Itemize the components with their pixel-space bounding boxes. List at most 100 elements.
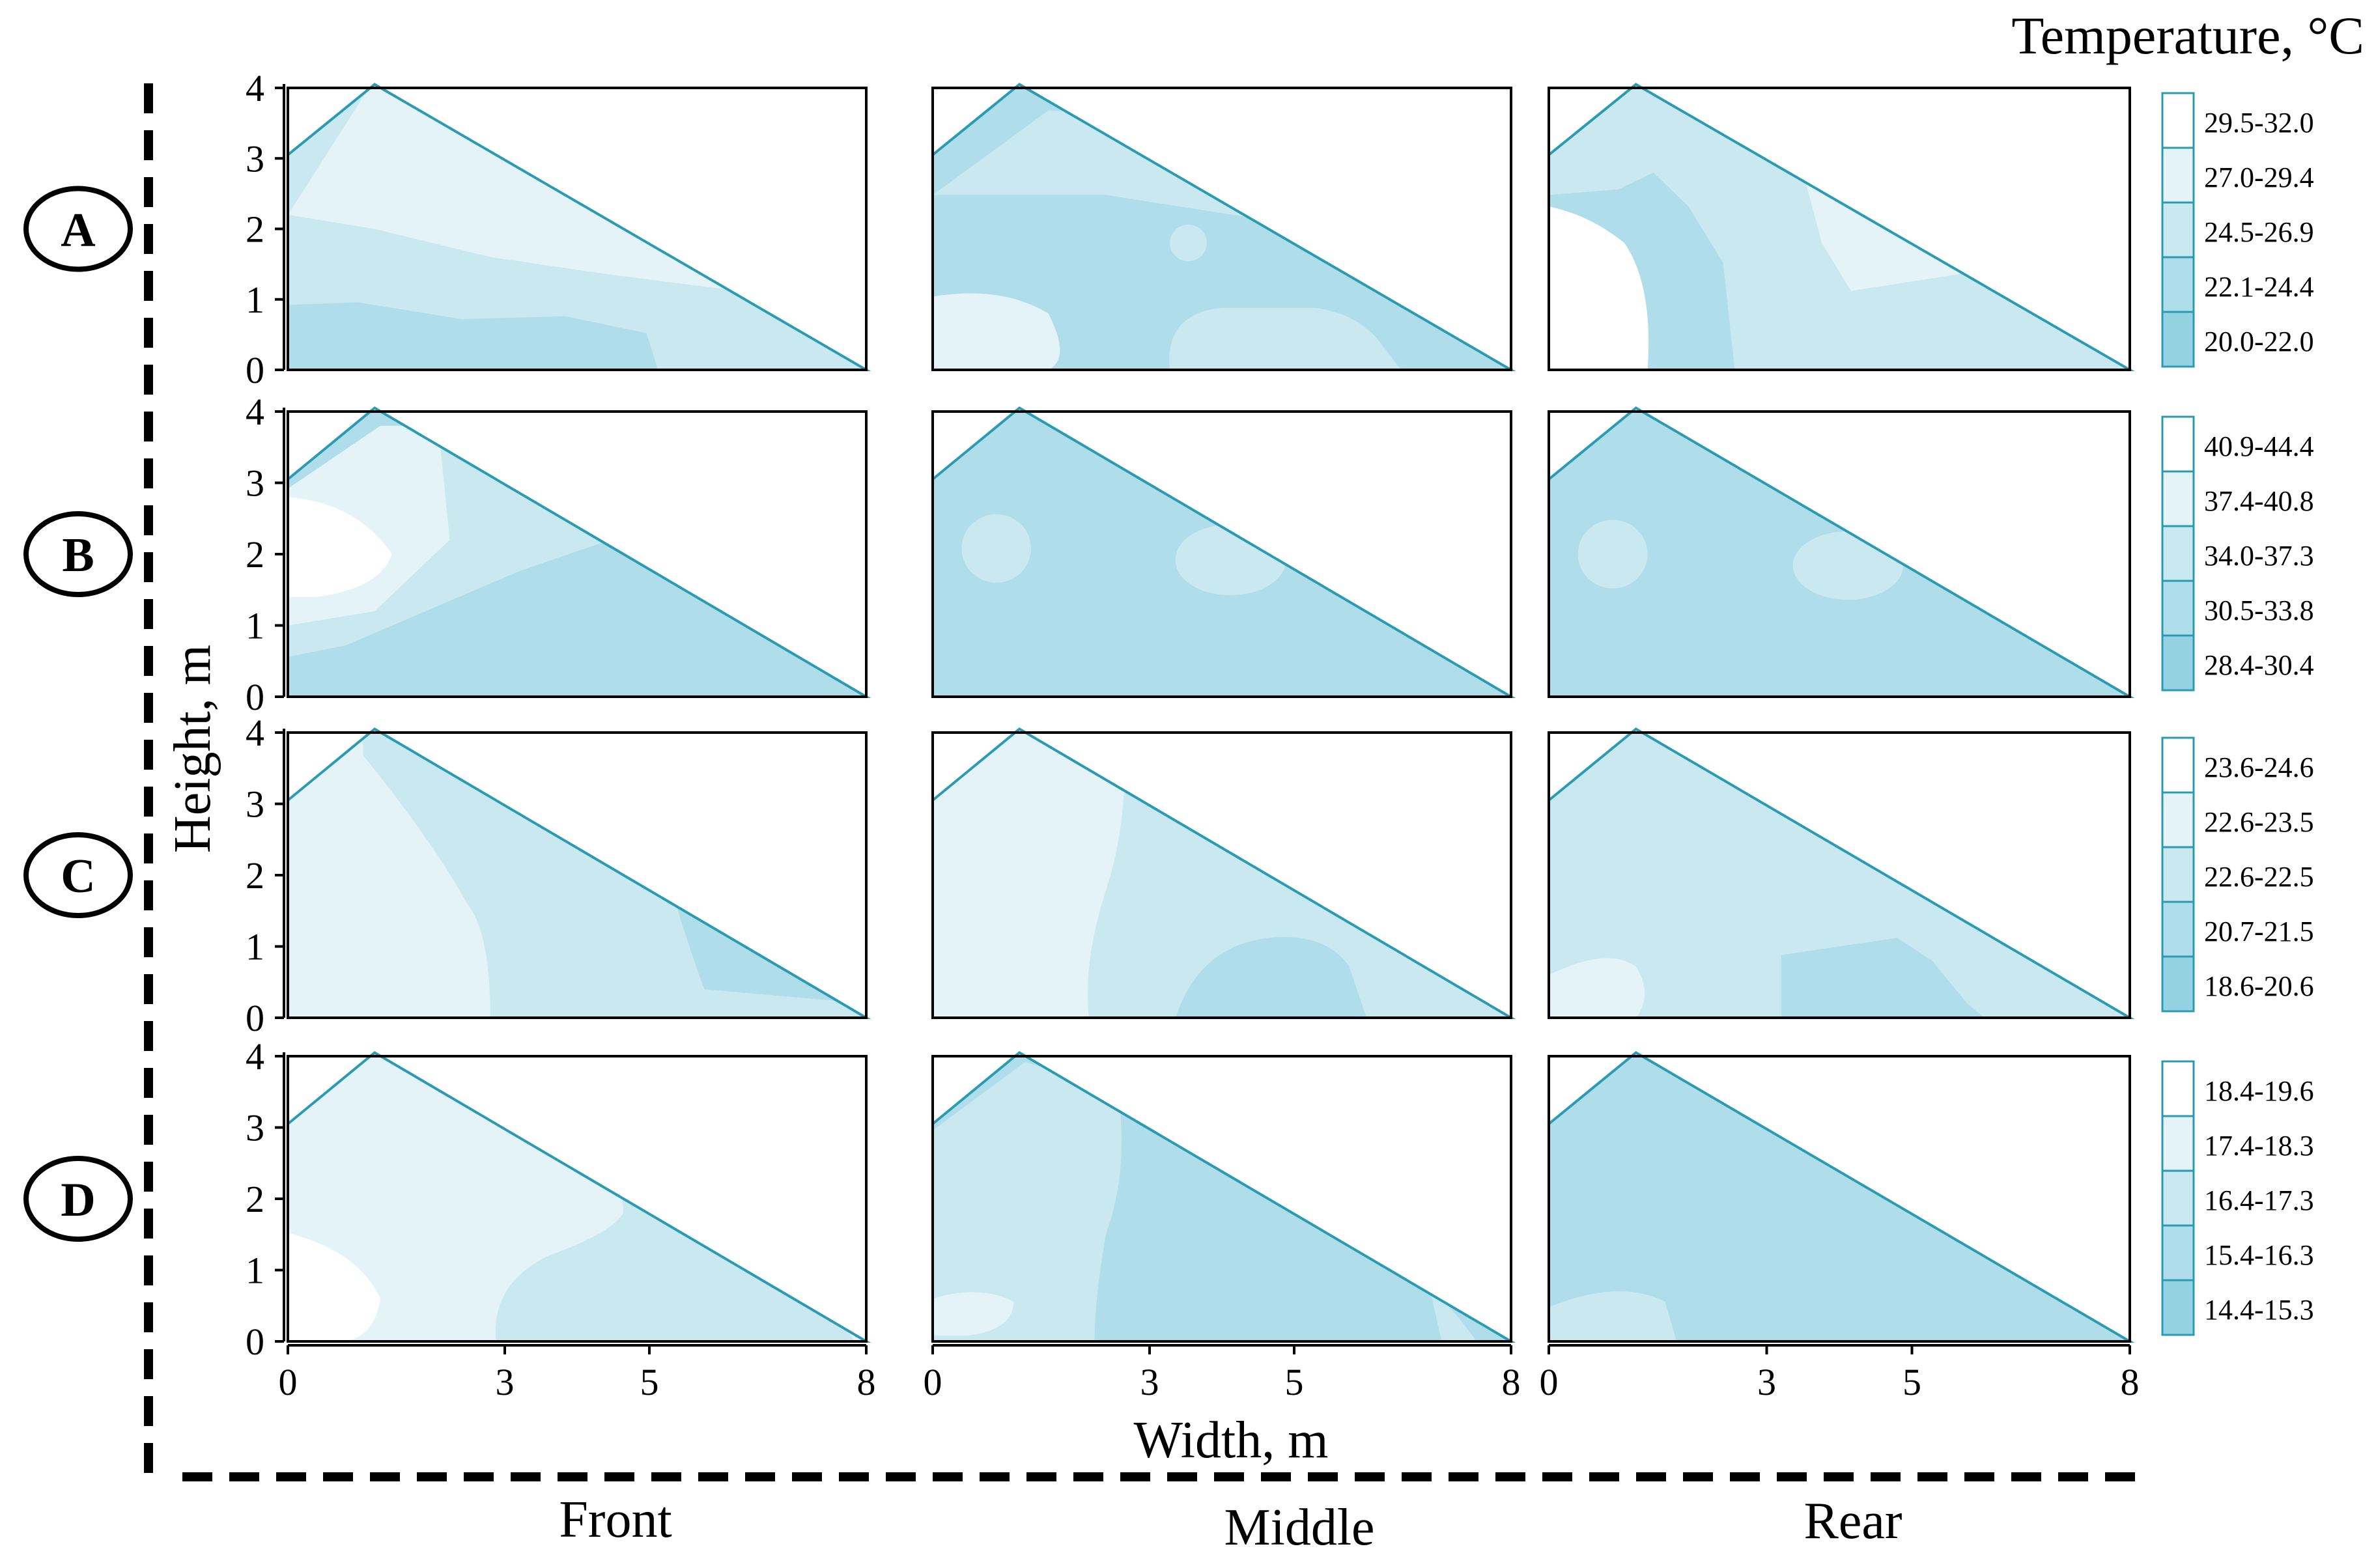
panel-border bbox=[1548, 731, 2131, 1019]
x-tick-label: 8 bbox=[2121, 1361, 2140, 1403]
legend-label: 27.0-29.4 bbox=[2204, 161, 2314, 193]
panel-border bbox=[287, 731, 868, 1019]
legend-swatch bbox=[2161, 470, 2195, 527]
y-tick-label: 1 bbox=[246, 279, 264, 321]
legend-label: 22.6-23.5 bbox=[2204, 806, 2314, 838]
contour-region bbox=[1430, 1290, 1477, 1341]
x-tick-label: 8 bbox=[857, 1361, 876, 1403]
panel-border bbox=[1548, 410, 2131, 698]
y-tick-label: 0 bbox=[246, 997, 264, 1039]
panel-a-front bbox=[287, 83, 871, 371]
contour-region bbox=[1549, 1291, 1677, 1341]
legend-label: 18.4-19.6 bbox=[2204, 1075, 2314, 1107]
legend-label: 23.6-24.6 bbox=[2204, 751, 2314, 783]
y-tick-label: 3 bbox=[246, 1107, 264, 1149]
contour-region bbox=[1169, 307, 1402, 370]
legend-swatch bbox=[2161, 634, 2195, 692]
panel-d-middle bbox=[931, 1051, 1516, 1343]
legend-label: 14.4-15.3 bbox=[2204, 1294, 2314, 1326]
row-label-circle bbox=[23, 186, 133, 272]
y-tick-label: 3 bbox=[246, 783, 264, 826]
y-tick-label: 1 bbox=[246, 926, 264, 968]
panel-border bbox=[287, 1055, 868, 1343]
column-label-front: Front bbox=[559, 1491, 672, 1548]
contour-region bbox=[961, 514, 1031, 583]
x-tick-label: 3 bbox=[496, 1361, 515, 1403]
row-label-b: B bbox=[62, 529, 94, 582]
column-label-middle: Middle bbox=[1224, 1499, 1374, 1556]
contour-fill bbox=[288, 1056, 866, 1341]
panel-a-middle bbox=[931, 83, 1516, 371]
panel-border bbox=[1548, 87, 2131, 371]
y-tick-label: 2 bbox=[246, 208, 264, 251]
panel-border bbox=[931, 410, 1512, 698]
legend-swatch bbox=[2161, 1115, 2195, 1172]
row-label-c: C bbox=[61, 850, 95, 903]
contour-fill bbox=[1549, 412, 2130, 697]
legend-label: 24.5-26.9 bbox=[2204, 216, 2314, 248]
legend-a: 29.5-32.0 27.0-29.4 24.5-26.9 22.1-24.4 20.0… bbox=[2161, 92, 2314, 368]
x-tick-label: 8 bbox=[1502, 1361, 1521, 1403]
panel-border bbox=[1548, 1055, 2131, 1343]
legend-d: 18.4-19.6 17.4-18.3 16.4-17.3 15.4-16.3 14.4… bbox=[2161, 1060, 2314, 1336]
contour-fill bbox=[933, 412, 1511, 697]
legend-swatch bbox=[2161, 901, 2195, 958]
x-tick-label: 5 bbox=[1902, 1361, 1921, 1403]
y-tick-label: 0 bbox=[246, 1321, 264, 1363]
legend-title: Temperature, °C bbox=[2011, 6, 2364, 65]
legend-swatch bbox=[2161, 415, 2195, 473]
row-label-d: D bbox=[61, 1173, 95, 1227]
x-tick-label: 0 bbox=[1540, 1361, 1559, 1403]
panel-b-middle bbox=[931, 406, 1516, 698]
y-tick-label: 1 bbox=[246, 605, 264, 647]
legend-label: 29.5-32.0 bbox=[2204, 107, 2314, 139]
legend-swatch bbox=[2161, 311, 2195, 368]
legend-label: 30.5-33.8 bbox=[2204, 595, 2314, 626]
y-tick-label: 3 bbox=[246, 137, 264, 180]
contour-region bbox=[933, 733, 1125, 1018]
panel-b-front bbox=[287, 406, 871, 698]
contour-region bbox=[1792, 531, 1904, 600]
contour-panels bbox=[287, 83, 2135, 1343]
legend-swatch bbox=[2161, 736, 2195, 794]
legend-swatch bbox=[2161, 955, 2195, 1013]
legend-swatch bbox=[2161, 525, 2195, 582]
contour-region bbox=[1549, 206, 1651, 370]
contour-region bbox=[288, 302, 658, 370]
x-axis-label: Width, m bbox=[1134, 1412, 1329, 1469]
legend-swatch bbox=[2161, 1279, 2195, 1336]
contour-region bbox=[1549, 172, 1735, 370]
panel-c-front bbox=[287, 727, 871, 1019]
contour-fill bbox=[288, 733, 866, 1018]
legend-label: 17.4-18.3 bbox=[2204, 1130, 2314, 1162]
contour-fill bbox=[933, 88, 1511, 370]
legend-swatch bbox=[2161, 1169, 2195, 1227]
y-tick-label: 4 bbox=[246, 1035, 264, 1078]
legend-swatch bbox=[2161, 580, 2195, 637]
legend-label: 37.4-40.8 bbox=[2204, 485, 2314, 517]
x-tick-label: 0 bbox=[279, 1361, 298, 1403]
contour-region bbox=[1577, 520, 1648, 589]
legend-swatch bbox=[2161, 1060, 2195, 1117]
contour-region bbox=[1170, 224, 1207, 262]
panel-border bbox=[931, 87, 1512, 371]
row-label-a: A bbox=[61, 204, 95, 257]
panel-b-rear bbox=[1548, 406, 2135, 698]
x-tick-label: 3 bbox=[1757, 1361, 1776, 1403]
x-tick-label: 5 bbox=[1285, 1361, 1304, 1403]
legend-swatch bbox=[2161, 92, 2195, 149]
legend-label: 20.7-21.5 bbox=[2204, 916, 2314, 947]
legend-label: 16.4-17.3 bbox=[2204, 1184, 2314, 1216]
panel-border bbox=[931, 731, 1512, 1019]
row-label-circle bbox=[23, 832, 133, 918]
y-tick-label: 2 bbox=[246, 533, 264, 576]
contour-region bbox=[1175, 524, 1286, 596]
y-axis-label: Height, m bbox=[164, 645, 221, 853]
legend-label: 20.0-22.0 bbox=[2204, 326, 2314, 357]
contour-fill bbox=[1549, 88, 2130, 370]
contour-fill bbox=[1549, 733, 2130, 1018]
column-label-rear: Rear bbox=[1803, 1492, 1902, 1550]
y-tick-label: 2 bbox=[246, 854, 264, 897]
legend-label: 34.0-37.3 bbox=[2204, 540, 2314, 572]
